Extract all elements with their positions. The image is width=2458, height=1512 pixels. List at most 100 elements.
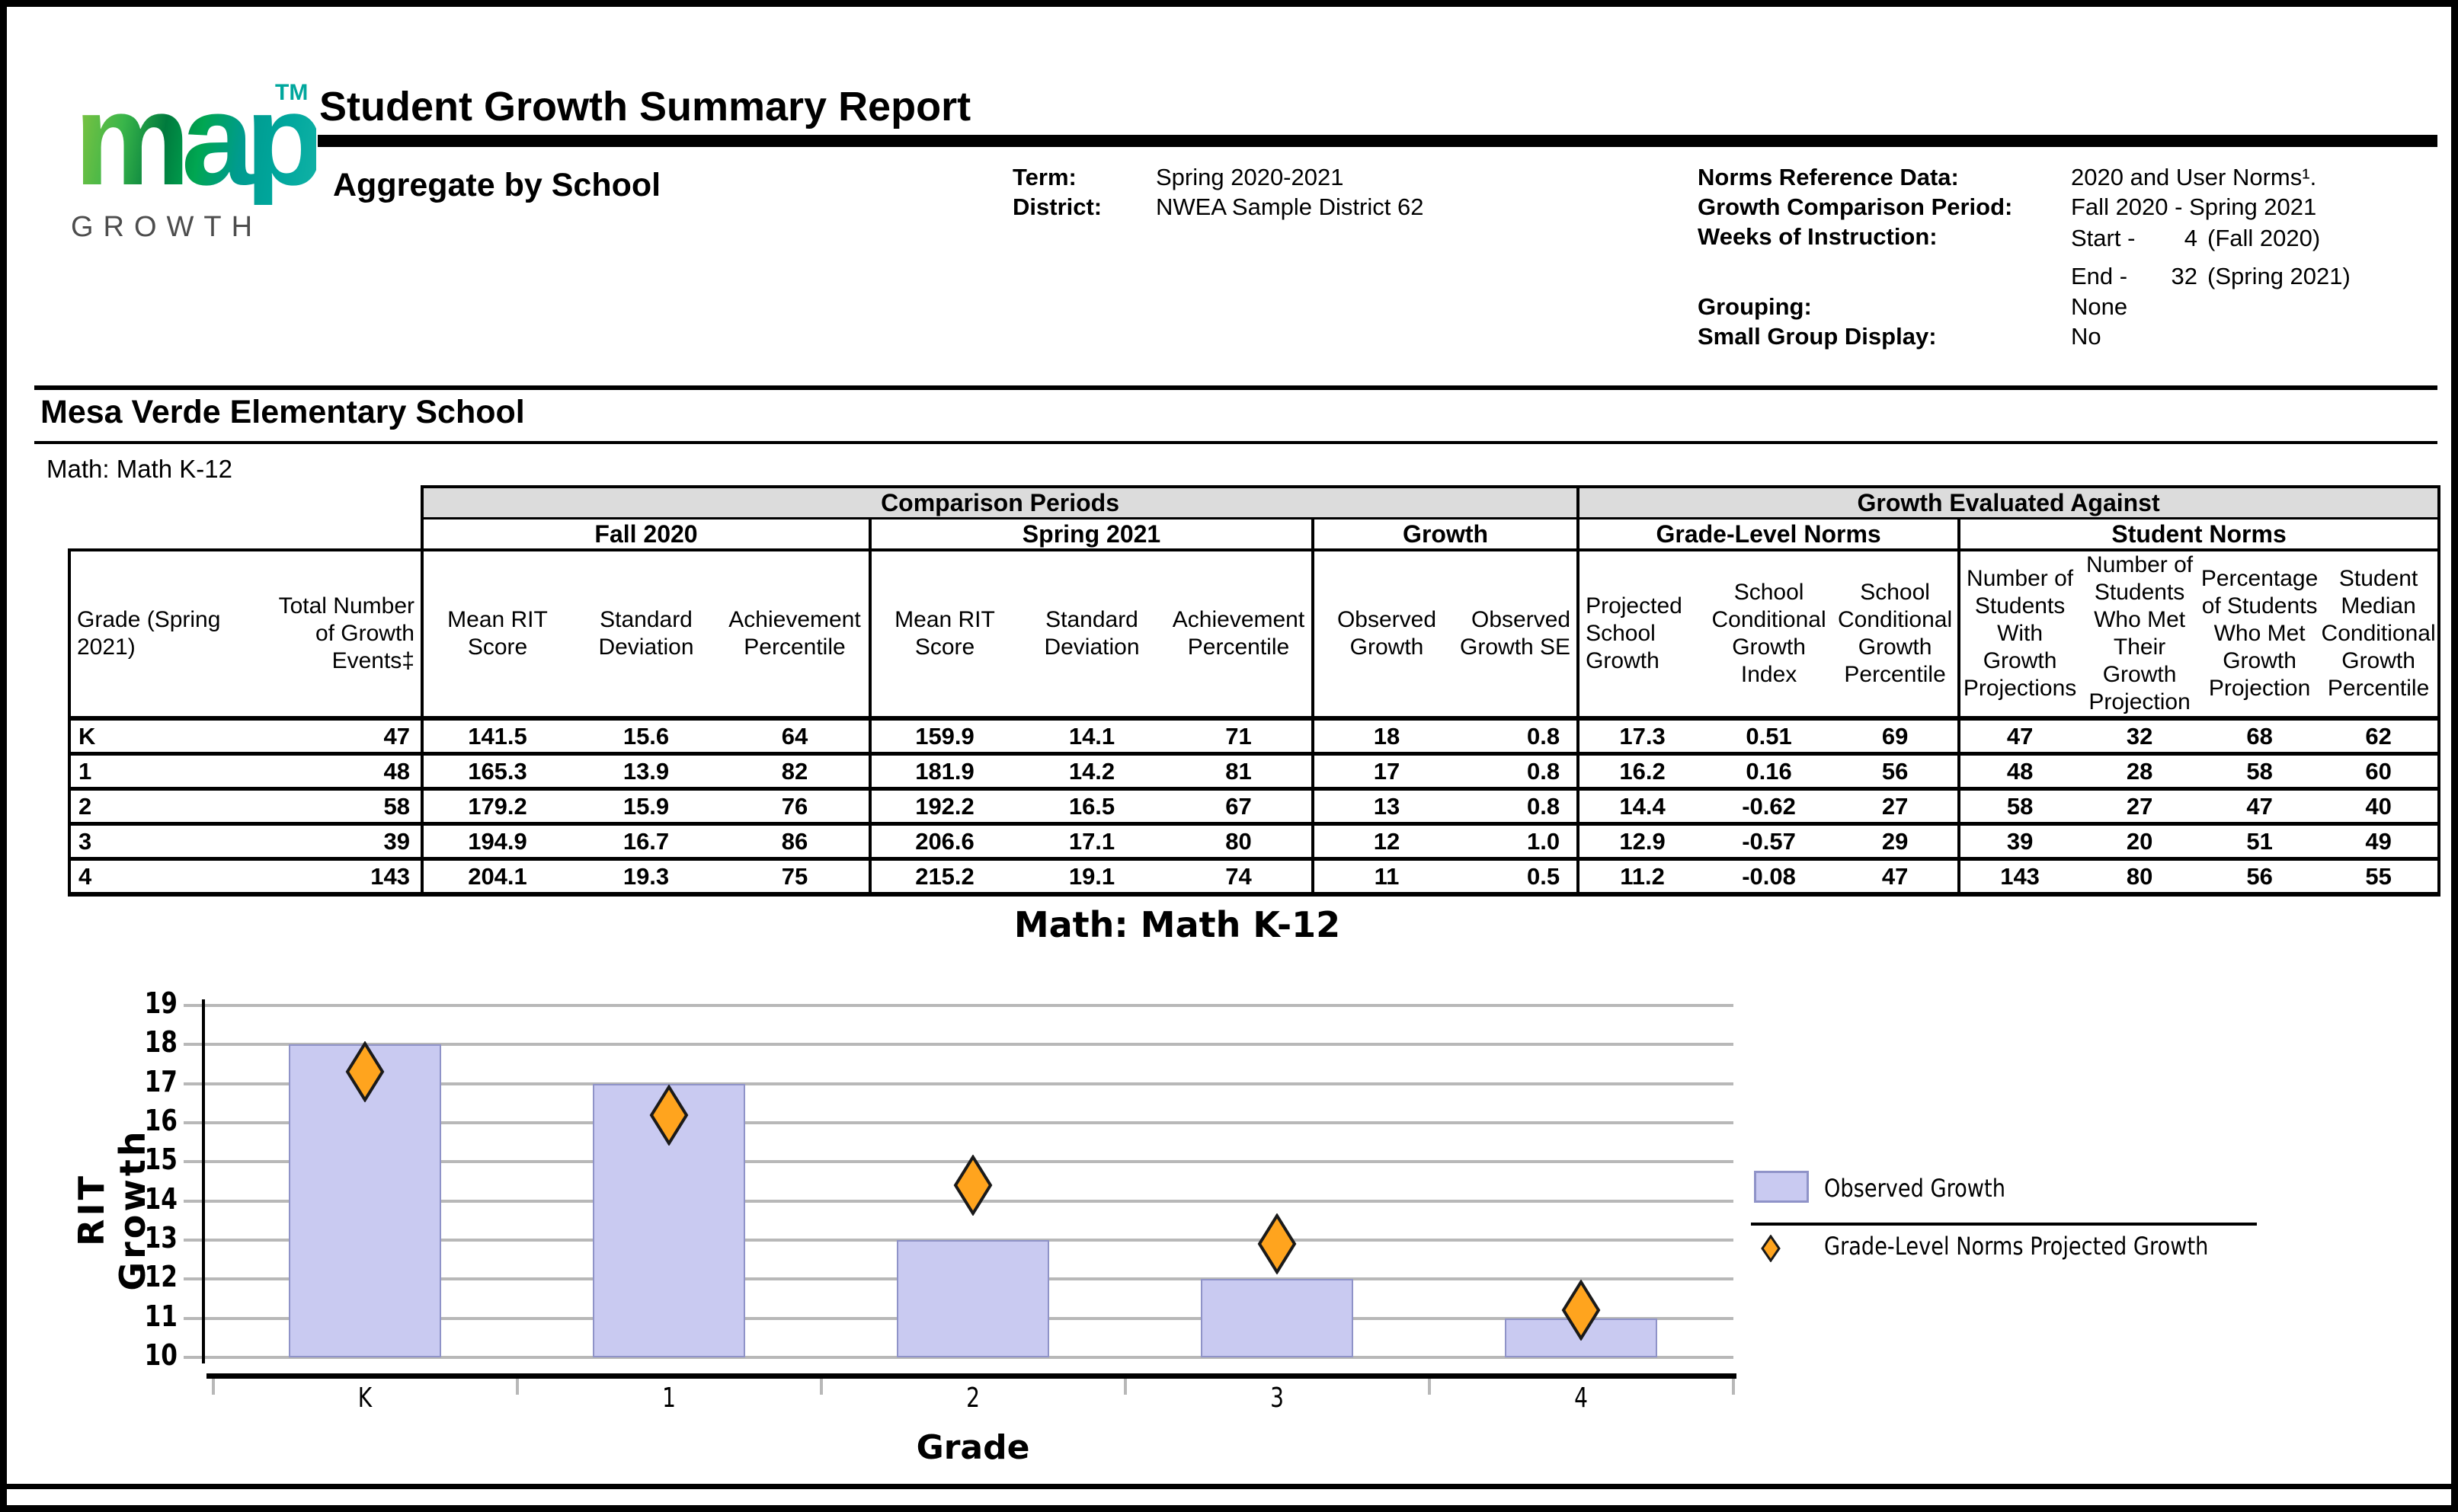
cell-student-median-cgp: 62	[2319, 718, 2441, 756]
cell-fall-achievement-pct: 86	[721, 823, 872, 861]
cell-pct-met-projection: 51	[2200, 823, 2320, 861]
y-tick-label: 12	[144, 1260, 178, 1294]
x-tick-mark	[211, 1379, 215, 1395]
growth-summary-table: Comparison Periods Growth Evaluated Agai…	[68, 485, 2441, 897]
grouping-value: None	[2071, 293, 2128, 320]
y-tick-mark	[184, 1121, 202, 1125]
cell-spring-achievement-pct: 67	[1166, 788, 1314, 826]
y-tick-label: 17	[144, 1064, 178, 1098]
cell-grade: 1	[68, 753, 260, 791]
cell-observed-growth: 17	[1313, 753, 1459, 791]
small-group-display-value: No	[2071, 323, 2101, 350]
column-header-observed-growth: Observed Growth	[1313, 550, 1459, 721]
cell-spring-achievement-pct: 74	[1166, 858, 1314, 897]
cell-fall-mean-rit: 204.1	[422, 858, 571, 897]
cell-students-met-projection: 28	[2079, 753, 2200, 791]
cell-fall-achievement-pct: 75	[721, 858, 872, 897]
cell-fall-mean-rit: 179.2	[422, 788, 571, 826]
footer-rule	[7, 1484, 2451, 1489]
section-header-growth: Growth	[1313, 518, 1580, 551]
table-row-grade-3: 3 39 194.9 16.7 86 206.6 17.1 80 12 1.0 12.9 -0.57 2…	[68, 823, 2441, 861]
cell-students-met-projection: 27	[2079, 788, 2200, 826]
cell-student-median-cgp: 55	[2319, 858, 2441, 897]
small-group-display-label: Small Group Display:	[1698, 323, 1937, 350]
cell-projected-school-growth: 16.2	[1578, 753, 1706, 791]
cell-students-met-projection: 32	[2079, 718, 2200, 756]
cell-spring-mean-rit: 181.9	[870, 753, 1018, 791]
y-tick-label: 15	[144, 1143, 178, 1177]
cell-school-cgi: -0.08	[1705, 858, 1833, 897]
cell-spring-sd: 17.1	[1018, 823, 1166, 861]
x-axis-line	[206, 1373, 1736, 1379]
x-tick-mark	[819, 1379, 823, 1395]
cell-school-cgp: 27	[1832, 788, 1961, 826]
cell-school-cgp: 47	[1832, 858, 1961, 897]
y-axis-line	[202, 999, 205, 1363]
cell-observed-growth-se: 0.5	[1459, 858, 1580, 897]
cell-spring-sd: 14.2	[1018, 753, 1166, 791]
title-underline	[318, 135, 2437, 147]
y-tick-label: 11	[144, 1299, 178, 1333]
gridline	[202, 1082, 1733, 1085]
x-category-label-1: 1	[662, 1383, 676, 1414]
x-category-label-4: 4	[1574, 1383, 1588, 1414]
term-label: Term:	[1013, 164, 1077, 190]
weeks-of-instruction-label: Weeks of Instruction:	[1698, 223, 1938, 250]
cell-spring-achievement-pct: 80	[1166, 823, 1314, 861]
course-name: Math: Math K-12	[46, 455, 232, 483]
x-category-label-K: K	[357, 1383, 373, 1414]
cell-school-cgp: 69	[1832, 718, 1961, 756]
y-tick-mark	[184, 1082, 202, 1085]
logo-growth-text: GROWTH	[71, 211, 263, 243]
cell-school-cgi: -0.62	[1705, 788, 1833, 826]
y-tick-mark	[184, 1277, 202, 1281]
gridline	[202, 1043, 1733, 1047]
cell-total-growth-events: 48	[260, 753, 424, 791]
legend-separator	[1751, 1223, 2257, 1226]
section-header-spring-2021: Spring 2021	[870, 518, 1314, 551]
column-header-school-conditional-growth-percentile: School Conditional Growth Percentile	[1832, 550, 1961, 721]
term-value: Spring 2020-2021	[1156, 164, 1344, 190]
x-tick-mark	[515, 1379, 519, 1395]
legend-swatch-observed-growth	[1754, 1171, 1809, 1203]
chart-title: Math: Math K-12	[1013, 904, 1341, 945]
cell-total-growth-events: 143	[260, 858, 424, 897]
x-tick-mark	[1731, 1379, 1735, 1395]
column-header-fall-standard-deviation: Standard Deviation	[571, 550, 721, 721]
cell-student-median-cgp: 60	[2319, 753, 2441, 791]
weeks-end-value: 32	[2171, 263, 2197, 289]
cell-grade: K	[68, 718, 260, 756]
table-section-header-row: Fall 2020 Spring 2021 Growth Grade-Level…	[69, 518, 2441, 551]
table-row-grade-1: 1 48 165.3 13.9 82 181.9 14.2 81 17 0.8 16.2 0.16 56…	[68, 753, 2441, 791]
cell-student-median-cgp: 40	[2319, 788, 2441, 826]
column-header-percent-met-projection: Percentage of Students Who Met Growth Pr…	[2200, 550, 2320, 721]
school-rule-bottom	[34, 441, 2437, 444]
column-header-grade: Grade (Spring 2021)	[68, 548, 260, 721]
cell-students-met-projection: 20	[2079, 823, 2200, 861]
legend-label-observed-growth: Observed Growth	[1824, 1174, 2005, 1203]
district-value: NWEA Sample District 62	[1156, 193, 1424, 220]
cell-school-cgp: 56	[1832, 753, 1961, 791]
cell-fall-sd: 19.3	[571, 858, 721, 897]
table-column-header-row: Grade (Spring 2021) Total Number of Grow…	[68, 548, 2441, 721]
projected-growth-diamond-grade-2	[953, 1155, 993, 1216]
table-row-grade-K: K 47 141.5 15.6 64 159.9 14.1 71 18 0.8 17.3 0.51 69…	[68, 718, 2441, 756]
school-name: Mesa Verde Elementary School	[40, 394, 525, 430]
column-header-spring-mean-rit: Mean RIT Score	[870, 550, 1018, 721]
cell-projected-school-growth: 17.3	[1578, 718, 1706, 756]
cell-school-cgi: -0.57	[1705, 823, 1833, 861]
y-tick-label: 14	[144, 1181, 178, 1216]
cell-grade: 3	[68, 823, 260, 861]
cell-school-cgi: 0.51	[1705, 718, 1833, 756]
cell-observed-growth: 12	[1313, 823, 1459, 861]
column-header-school-conditional-growth-index: School Conditional Growth Index	[1705, 550, 1833, 721]
norms-value: 2020 and User Norms¹.	[2071, 164, 2317, 190]
y-tick-mark	[184, 1160, 202, 1164]
column-header-spring-achievement-percentile: Achievement Percentile	[1166, 550, 1314, 721]
map-logo: map	[74, 66, 325, 213]
cell-projected-school-growth: 12.9	[1578, 823, 1706, 861]
y-tick-mark	[184, 1004, 202, 1008]
bar-grade-2	[897, 1240, 1049, 1357]
cell-observed-growth-se: 0.8	[1459, 753, 1580, 791]
